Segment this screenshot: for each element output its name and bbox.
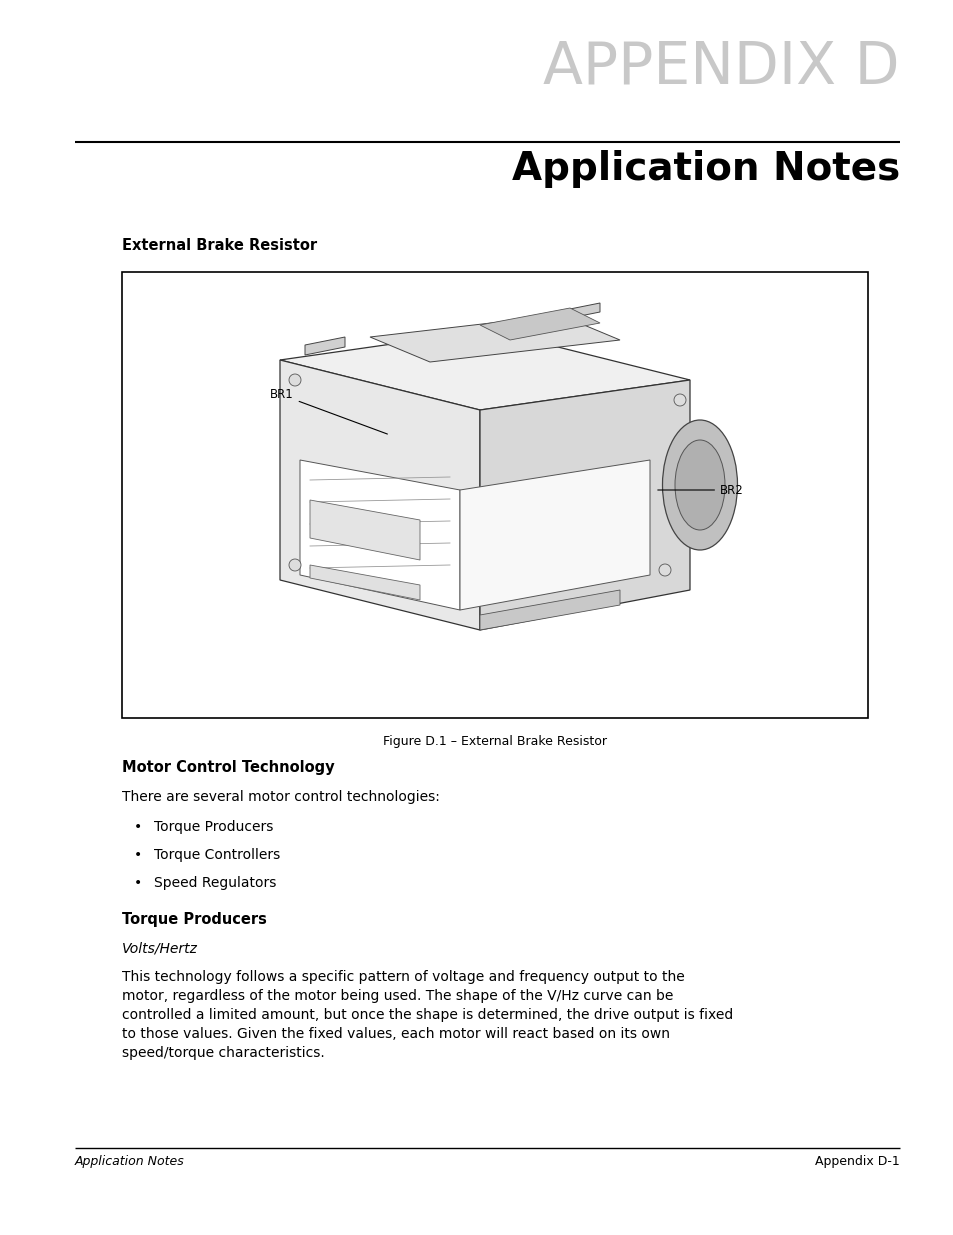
Polygon shape [280, 359, 479, 630]
Text: BR2: BR2 [657, 483, 743, 496]
Text: Torque Producers: Torque Producers [122, 911, 267, 927]
Text: motor, regardless of the motor being used. The shape of the V/Hz curve can be: motor, regardless of the motor being use… [122, 989, 673, 1003]
Polygon shape [459, 459, 649, 610]
Text: Torque Controllers: Torque Controllers [153, 848, 280, 862]
Text: External Brake Resistor: External Brake Resistor [122, 238, 316, 253]
Polygon shape [370, 315, 619, 362]
Polygon shape [310, 564, 419, 600]
Text: Application Notes: Application Notes [75, 1155, 185, 1168]
Text: Speed Regulators: Speed Regulators [153, 876, 276, 890]
Text: There are several motor control technologies:: There are several motor control technolo… [122, 790, 439, 804]
Ellipse shape [675, 440, 724, 530]
Circle shape [673, 394, 685, 406]
Text: Appendix D-1: Appendix D-1 [815, 1155, 899, 1168]
Text: to those values. Given the fixed values, each motor will react based on its own: to those values. Given the fixed values,… [122, 1028, 669, 1041]
Text: •: • [133, 876, 142, 890]
Polygon shape [479, 308, 599, 340]
Text: •: • [133, 848, 142, 862]
Text: APPENDIX D: APPENDIX D [543, 38, 899, 95]
Polygon shape [280, 330, 689, 410]
Text: This technology follows a specific pattern of voltage and frequency output to th: This technology follows a specific patte… [122, 969, 684, 984]
Polygon shape [559, 303, 599, 320]
Polygon shape [299, 459, 459, 610]
Polygon shape [479, 380, 689, 630]
Text: Torque Producers: Torque Producers [153, 820, 274, 834]
Text: BR1: BR1 [270, 389, 387, 433]
Circle shape [659, 564, 670, 576]
Text: Volts/Hertz: Volts/Hertz [122, 942, 197, 956]
Polygon shape [305, 337, 345, 354]
Circle shape [289, 559, 301, 571]
Text: Motor Control Technology: Motor Control Technology [122, 760, 335, 776]
Ellipse shape [661, 420, 737, 550]
Polygon shape [310, 500, 419, 559]
Text: speed/torque characteristics.: speed/torque characteristics. [122, 1046, 324, 1060]
Bar [122, 272, 867, 718]
Text: controlled a limited amount, but once the shape is determined, the drive output : controlled a limited amount, but once th… [122, 1008, 733, 1023]
Circle shape [289, 374, 301, 387]
Text: •: • [133, 820, 142, 834]
Text: Figure D.1 – External Brake Resistor: Figure D.1 – External Brake Resistor [382, 735, 606, 748]
Polygon shape [479, 590, 619, 630]
Text: Application Notes: Application Notes [511, 149, 899, 188]
